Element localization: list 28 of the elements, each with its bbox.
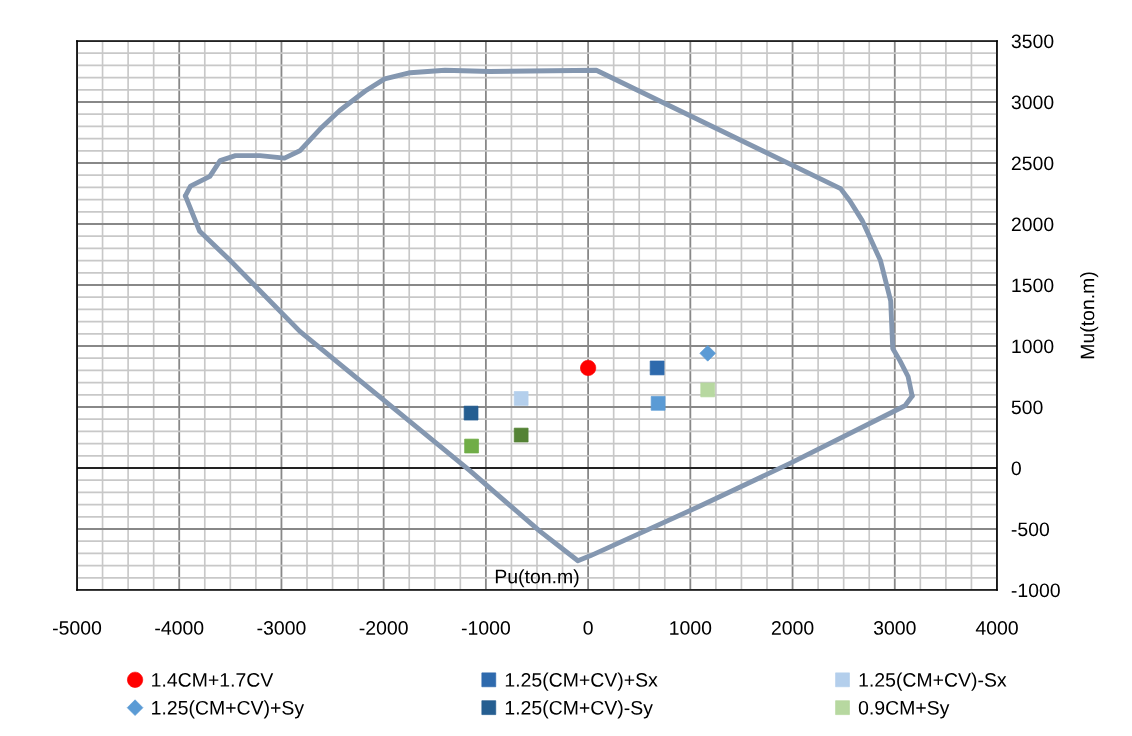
x-tick-label: 2000 (771, 621, 814, 635)
x-tick-label: 0 (583, 621, 593, 635)
y-tick-label: -1000 (1011, 583, 1060, 598)
y-tick-label: -500 (1011, 522, 1050, 537)
y-tick-label: 1000 (1012, 339, 1054, 354)
x-tick-label: -2000 (359, 621, 408, 635)
y-tick-label: 0 (1011, 461, 1021, 476)
y-tick-label: 2500 (1011, 156, 1054, 171)
y-axis-title: Mu(ton.m) (1080, 272, 1099, 359)
y-tick-label: 500 (1011, 400, 1043, 415)
x-tick-label: 1000 (670, 621, 712, 635)
x-tick-label: 4000 (975, 621, 1018, 635)
y-tick-label: 3000 (1011, 95, 1054, 110)
x-tick-label: -1000 (461, 621, 510, 635)
legend-label: 1.4CM+1.7CV (152, 673, 274, 687)
legend-label: 1.25(CM+CV)+Sx (505, 672, 658, 691)
legend-label: 0.9CM+Sy (858, 700, 950, 719)
x-tick-label: 3000 (873, 621, 916, 635)
x-tick-label: -3000 (257, 621, 306, 635)
x-tick-label: -4000 (155, 621, 204, 635)
y-tick-label: 1500 (1012, 278, 1054, 293)
x-axis-title: Pu(ton.m) (495, 569, 579, 588)
y-tick-label: 2000 (1011, 217, 1054, 232)
legend-label: 1.25(CM+CV)-Sy (505, 700, 653, 719)
legend-label: 1.25(CM+CV)-Sx (859, 672, 1007, 691)
x-tick-label: -5000 (53, 621, 102, 635)
legend-label: 1.25(CM+CV)+Sy (152, 700, 305, 719)
y-tick-label: 3500 (1011, 34, 1054, 49)
